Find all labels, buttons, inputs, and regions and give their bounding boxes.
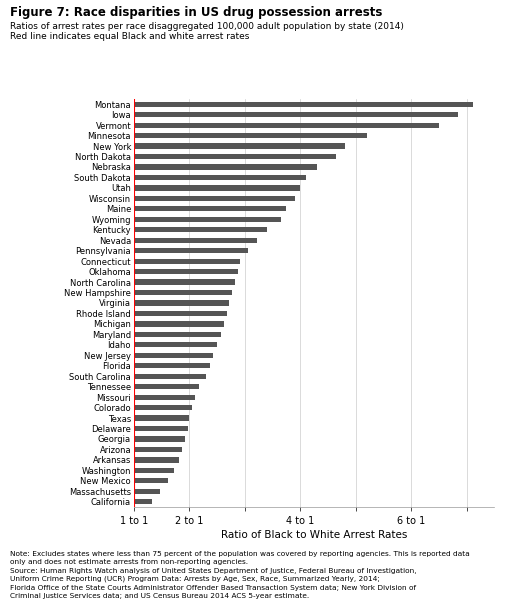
Text: Note: Excludes states where less than 75 percent of the population was covered b: Note: Excludes states where less than 75…	[10, 551, 470, 599]
Bar	[78, 196, 295, 201]
Bar	[78, 353, 213, 358]
Text: Red line indicates equal Black and white arrest rates: Red line indicates equal Black and white…	[10, 32, 250, 41]
Bar	[78, 101, 473, 107]
Bar	[78, 133, 367, 138]
Bar	[78, 342, 217, 347]
Bar	[78, 311, 227, 316]
Bar	[78, 363, 210, 368]
Bar	[78, 415, 190, 421]
Bar	[78, 164, 317, 170]
Bar	[78, 290, 232, 295]
Bar	[78, 301, 229, 305]
Bar	[78, 227, 267, 232]
Bar	[78, 384, 199, 389]
Bar	[78, 374, 206, 379]
Bar	[78, 143, 345, 149]
Bar	[78, 248, 248, 253]
Bar	[78, 468, 174, 473]
Bar	[78, 405, 192, 410]
Bar	[78, 499, 151, 505]
Bar	[78, 436, 185, 442]
Bar	[78, 206, 286, 211]
Bar	[78, 185, 300, 191]
Bar	[78, 488, 160, 494]
Bar	[78, 478, 168, 484]
Bar	[78, 217, 281, 222]
Bar	[78, 332, 221, 337]
Bar	[78, 447, 182, 452]
Text: Figure 7: Race disparities in US drug possession arrests: Figure 7: Race disparities in US drug po…	[10, 6, 383, 19]
Bar	[78, 457, 179, 463]
Bar	[78, 154, 336, 159]
Bar	[78, 280, 235, 284]
Bar	[78, 322, 224, 326]
Bar	[78, 122, 439, 128]
Bar	[78, 259, 241, 264]
Bar	[78, 175, 306, 180]
Bar	[78, 426, 187, 431]
Bar	[78, 238, 257, 243]
Text: Ratios of arrest rates per race disaggregated 100,000 adult population by state : Ratios of arrest rates per race disaggre…	[10, 22, 404, 31]
Bar	[78, 269, 237, 274]
Bar	[78, 112, 458, 118]
Bar	[78, 395, 195, 400]
X-axis label: Ratio of Black to White Arrest Rates: Ratio of Black to White Arrest Rates	[221, 530, 407, 540]
